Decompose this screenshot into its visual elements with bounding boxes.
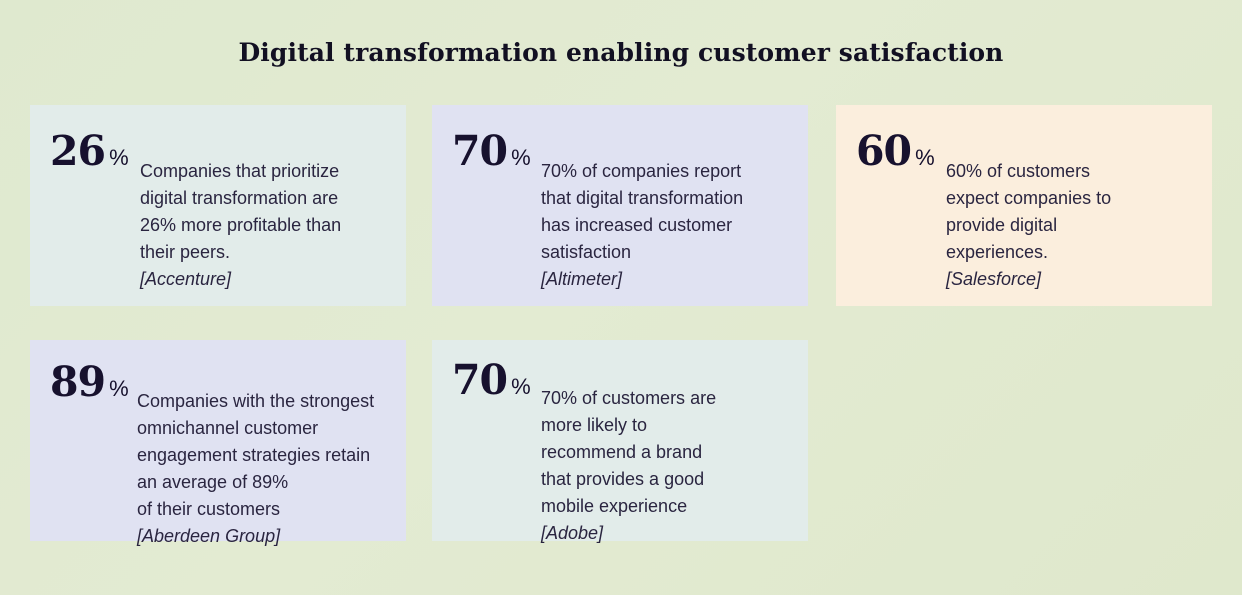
stat-card-aberdeen: 89% Companies with the strongest omnicha… xyxy=(30,340,406,546)
stat-card-accenture: 26% Companies that prioritize digital tr… xyxy=(30,105,406,306)
stat-description: Companies with the strongest omnichannel… xyxy=(137,361,399,577)
stat-source: [Adobe] xyxy=(541,523,604,543)
stat-card-salesforce: 60% 60% of customers expect companies to… xyxy=(836,105,1212,306)
stat-value: 26% xyxy=(50,127,129,175)
stat-unit: % xyxy=(511,145,531,170)
stat-source: [Altimeter] xyxy=(541,269,623,289)
stat-text: 70% of companies report that digital tra… xyxy=(541,161,744,262)
stat-text: 60% of customers expect companies to pro… xyxy=(946,161,1112,262)
stat-number: 70 xyxy=(452,127,508,175)
stat-number: 89 xyxy=(50,358,106,406)
stat-number: 70 xyxy=(452,356,508,404)
stat-source: [Accenture] xyxy=(140,269,232,289)
stat-value: 89% xyxy=(50,358,129,406)
stat-number: 60 xyxy=(856,127,912,175)
stat-description: 60% of customers expect companies to pro… xyxy=(946,131,1196,320)
stat-card-adobe: 70% 70% of customers are more likely to … xyxy=(432,340,808,543)
stat-card-altimeter: 70% 70% of companies report that digital… xyxy=(432,105,808,306)
stat-text: Companies with the strongest omnichannel… xyxy=(137,391,375,519)
stat-value: 70% xyxy=(452,127,531,175)
stat-value: 70% xyxy=(452,356,531,404)
stat-text: 70% of customers are more likely to reco… xyxy=(541,388,717,516)
stat-unit: % xyxy=(109,145,129,170)
page-title: Digital transformation enabling customer… xyxy=(238,38,1004,67)
stat-source: [Salesforce] xyxy=(946,269,1042,289)
stat-unit: % xyxy=(109,376,129,401)
stat-number: 26 xyxy=(50,127,106,175)
stat-description: 70% of companies report that digital tra… xyxy=(541,131,791,320)
stat-description: 70% of customers are more likely to reco… xyxy=(541,358,791,574)
stat-description: Companies that prioritize digital transf… xyxy=(140,131,390,320)
stat-value: 60% xyxy=(856,127,935,175)
stat-text: Companies that prioritize digital transf… xyxy=(140,161,342,262)
stat-unit: % xyxy=(915,145,935,170)
stat-source: [Aberdeen Group] xyxy=(137,526,281,546)
stat-unit: % xyxy=(511,374,531,399)
